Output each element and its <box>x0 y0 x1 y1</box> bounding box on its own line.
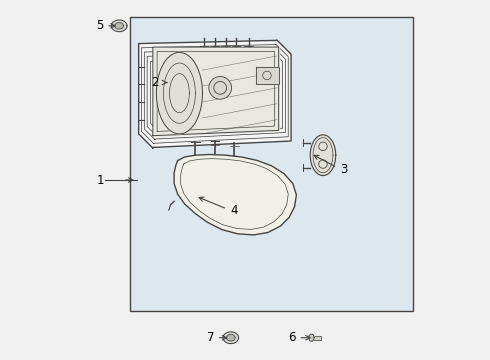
Polygon shape <box>156 53 202 134</box>
Polygon shape <box>111 20 127 32</box>
Polygon shape <box>310 135 336 176</box>
Polygon shape <box>115 23 123 29</box>
Text: 2: 2 <box>151 76 158 89</box>
Polygon shape <box>256 67 279 84</box>
Polygon shape <box>153 47 279 136</box>
Polygon shape <box>309 334 314 341</box>
Text: 3: 3 <box>340 163 347 176</box>
Text: 1: 1 <box>97 174 104 186</box>
Polygon shape <box>139 40 291 148</box>
Polygon shape <box>312 336 321 339</box>
Polygon shape <box>223 332 239 343</box>
Text: 6: 6 <box>288 331 295 344</box>
Text: 7: 7 <box>206 331 214 344</box>
Text: 5: 5 <box>96 19 103 32</box>
Circle shape <box>209 77 232 99</box>
Bar <box>130 17 414 311</box>
Polygon shape <box>226 334 235 341</box>
Polygon shape <box>174 154 296 235</box>
Text: 4: 4 <box>231 204 238 217</box>
